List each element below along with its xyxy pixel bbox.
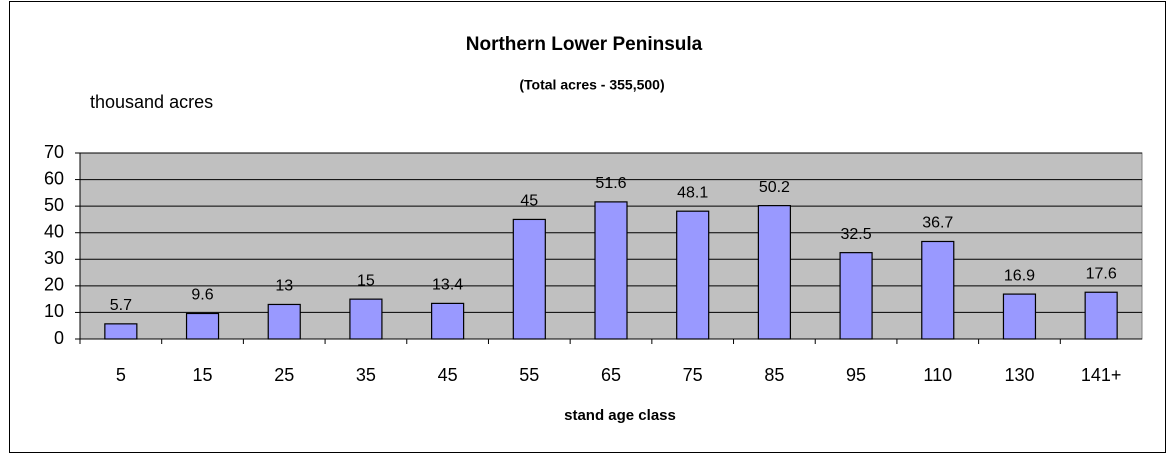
y-tick-label: 50 <box>44 195 64 215</box>
bar <box>839 252 873 340</box>
x-axis-label: stand age class <box>564 407 676 424</box>
x-tick-label: 5 <box>116 365 126 385</box>
value-label: 45 <box>520 193 538 210</box>
bar <box>431 302 465 340</box>
y-tick-label: 30 <box>44 248 64 268</box>
x-tick-label: 75 <box>683 365 703 385</box>
bar <box>1002 293 1037 340</box>
value-label: 15 <box>357 272 375 289</box>
chart-title: Northern Lower Peninsula <box>466 34 703 55</box>
value-label: 5.7 <box>110 297 132 314</box>
x-tick-label: 35 <box>356 365 376 385</box>
value-label: 9.6 <box>191 287 213 304</box>
x-tick-label: 15 <box>193 365 213 385</box>
bar <box>185 312 220 340</box>
value-label: 48.1 <box>677 184 708 201</box>
y-tick-label: 40 <box>44 221 64 241</box>
value-label: 51.6 <box>595 175 626 192</box>
value-label: 32.5 <box>841 226 872 243</box>
bar <box>921 240 955 340</box>
y-tick-label: 0 <box>54 328 64 348</box>
x-tick-label: 110 <box>923 365 952 385</box>
bar <box>594 201 628 340</box>
x-tick-label: 65 <box>601 365 621 385</box>
bar <box>1084 291 1118 340</box>
value-label: 50.2 <box>759 179 790 196</box>
x-tick-label: 25 <box>274 365 294 385</box>
y-tick-label: 10 <box>44 301 64 321</box>
bar <box>676 210 710 340</box>
bar <box>757 205 791 340</box>
value-label: 16.9 <box>1004 267 1035 284</box>
bar <box>104 323 138 340</box>
bar <box>267 303 301 340</box>
x-tick-label: 85 <box>764 365 784 385</box>
y-tick-label: 20 <box>44 275 64 295</box>
value-label: 17.6 <box>1086 265 1117 282</box>
x-tick-label: 45 <box>438 365 458 385</box>
x-tick-label: 141+ <box>1081 365 1122 385</box>
y-tick-label: 60 <box>44 168 64 188</box>
chart-subtitle: (Total acres - 355,500) <box>519 77 664 93</box>
bar <box>512 218 546 340</box>
value-label: 36.7 <box>922 215 953 232</box>
value-label: 13 <box>275 278 293 295</box>
x-tick-label: 95 <box>846 365 866 385</box>
value-label: 13.4 <box>432 277 463 294</box>
y-axis-label: thousand acres <box>90 92 213 112</box>
y-tick-label: 70 <box>44 142 64 162</box>
bar <box>349 298 383 340</box>
x-tick-label: 130 <box>1004 365 1034 385</box>
x-tick-label: 55 <box>519 365 539 385</box>
